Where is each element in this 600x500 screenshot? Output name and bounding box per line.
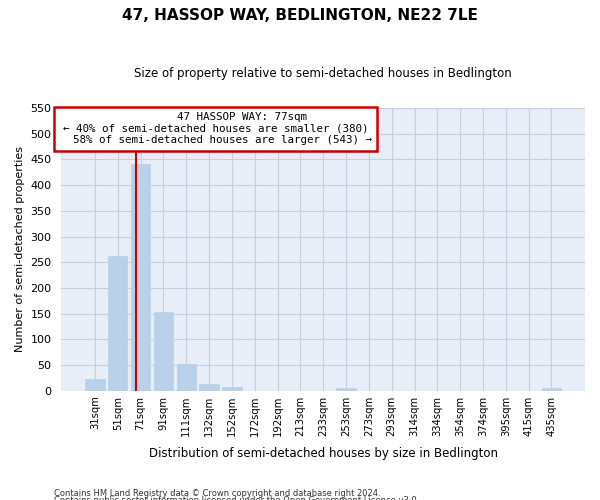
Text: 47 HASSOP WAY: 77sqm
← 40% of semi-detached houses are smaller (380)
  58% of se: 47 HASSOP WAY: 77sqm ← 40% of semi-detac… xyxy=(60,112,372,146)
Bar xyxy=(337,388,356,390)
Text: Contains public sector information licensed under the Open Government Licence v3: Contains public sector information licen… xyxy=(54,496,419,500)
Bar xyxy=(131,164,150,390)
Y-axis label: Number of semi-detached properties: Number of semi-detached properties xyxy=(15,146,25,352)
Bar xyxy=(542,388,561,390)
Bar xyxy=(199,384,219,390)
Bar xyxy=(222,387,242,390)
Bar xyxy=(176,364,196,390)
Bar xyxy=(154,312,173,390)
Text: 47, HASSOP WAY, BEDLINGTON, NE22 7LE: 47, HASSOP WAY, BEDLINGTON, NE22 7LE xyxy=(122,8,478,22)
Bar xyxy=(85,380,104,390)
Text: Contains HM Land Registry data © Crown copyright and database right 2024.: Contains HM Land Registry data © Crown c… xyxy=(54,488,380,498)
Bar xyxy=(108,256,127,390)
X-axis label: Distribution of semi-detached houses by size in Bedlington: Distribution of semi-detached houses by … xyxy=(149,447,498,460)
Title: Size of property relative to semi-detached houses in Bedlington: Size of property relative to semi-detach… xyxy=(134,68,512,80)
